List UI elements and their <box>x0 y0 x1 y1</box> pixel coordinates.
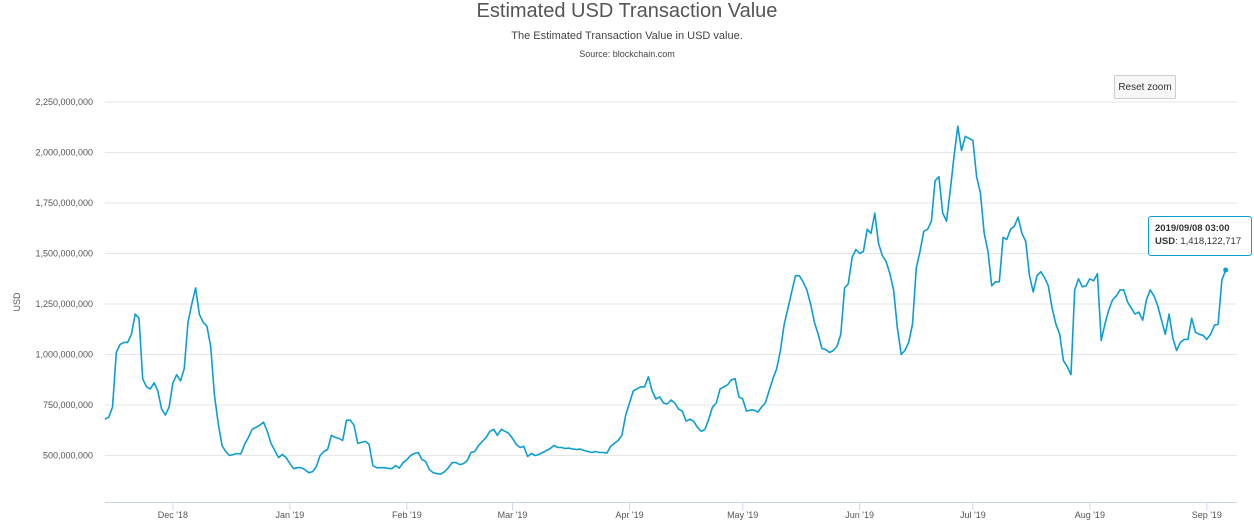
x-tick-label: Dec '18 <box>158 510 188 520</box>
x-tick-label: Jun '19 <box>845 510 874 520</box>
tooltip-value: 1,418,122,717 <box>1180 236 1242 247</box>
y-axis-title: USD <box>12 292 22 312</box>
chart-source: Source: blockchain.com <box>579 49 675 59</box>
chart-title: Estimated USD Transaction Value <box>476 0 778 22</box>
y-tick-label: 1,750,000,000 <box>35 198 93 208</box>
chart-subtitle: The Estimated Transaction Value in USD v… <box>511 30 743 42</box>
tooltip-date: 2019/09/08 03:00 <box>1155 223 1230 234</box>
series-layer <box>104 125 1227 475</box>
y-tick-label: 1,250,000,000 <box>35 299 93 309</box>
x-tick-label: Mar '19 <box>498 510 528 520</box>
x-tick-label: Jul '19 <box>960 510 986 520</box>
reset-zoom-button[interactable]: Reset zoom <box>1114 75 1176 99</box>
tooltip-value-row: USD: 1,418,122,717 <box>1155 235 1245 248</box>
tooltip-label: USD <box>1155 236 1176 247</box>
y-tick-label: 1,500,000,000 <box>35 249 93 259</box>
tooltip-colon: : <box>1175 236 1181 247</box>
y-tick-label: 500,000,000 <box>43 451 93 461</box>
series-line <box>104 125 1227 475</box>
axes: 500,000,000 750,000,000 1,000,000,000 1,250… <box>12 97 1237 520</box>
tooltip: 2019/09/08 03:00 USD: 1,418,122,717 <box>1148 216 1252 256</box>
x-tick-label: Aug '19 <box>1075 510 1105 520</box>
y-tick-label: 2,250,000,000 <box>35 97 93 107</box>
hover-point <box>1223 267 1229 273</box>
x-tick-label: Feb '19 <box>392 510 422 520</box>
x-tick-label: Apr '19 <box>615 510 643 520</box>
x-tick-label: May '19 <box>727 510 758 520</box>
y-tick-label: 1,000,000,000 <box>35 350 93 360</box>
y-tick-label: 750,000,000 <box>43 400 93 410</box>
x-tick-label: Jan '19 <box>276 510 305 520</box>
hover-marker-layer <box>1223 267 1229 273</box>
y-tick-label: 2,000,000,000 <box>35 148 93 158</box>
gridlines <box>105 101 1237 457</box>
x-tick-label: Sep '19 <box>1192 510 1222 520</box>
